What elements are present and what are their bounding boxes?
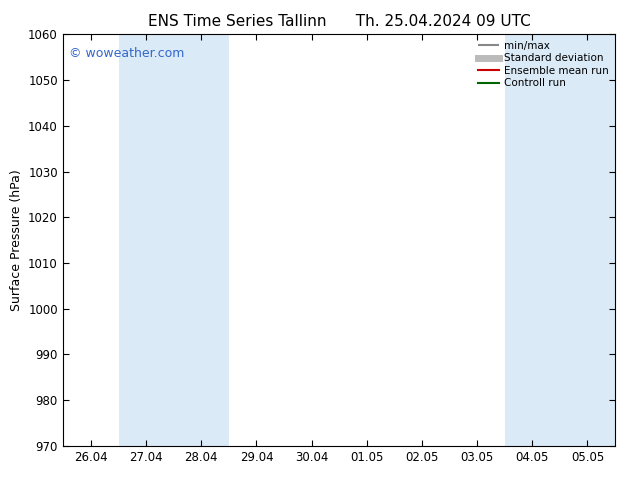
Bar xyxy=(119,34,174,446)
Bar xyxy=(174,34,229,446)
Bar xyxy=(505,34,560,446)
Text: © woweather.com: © woweather.com xyxy=(69,47,184,60)
Y-axis label: Surface Pressure (hPa): Surface Pressure (hPa) xyxy=(10,169,23,311)
Title: ENS Time Series Tallinn      Th. 25.04.2024 09 UTC: ENS Time Series Tallinn Th. 25.04.2024 0… xyxy=(148,14,531,29)
Legend: min/max, Standard deviation, Ensemble mean run, Controll run: min/max, Standard deviation, Ensemble me… xyxy=(475,37,612,92)
Bar xyxy=(560,34,615,446)
